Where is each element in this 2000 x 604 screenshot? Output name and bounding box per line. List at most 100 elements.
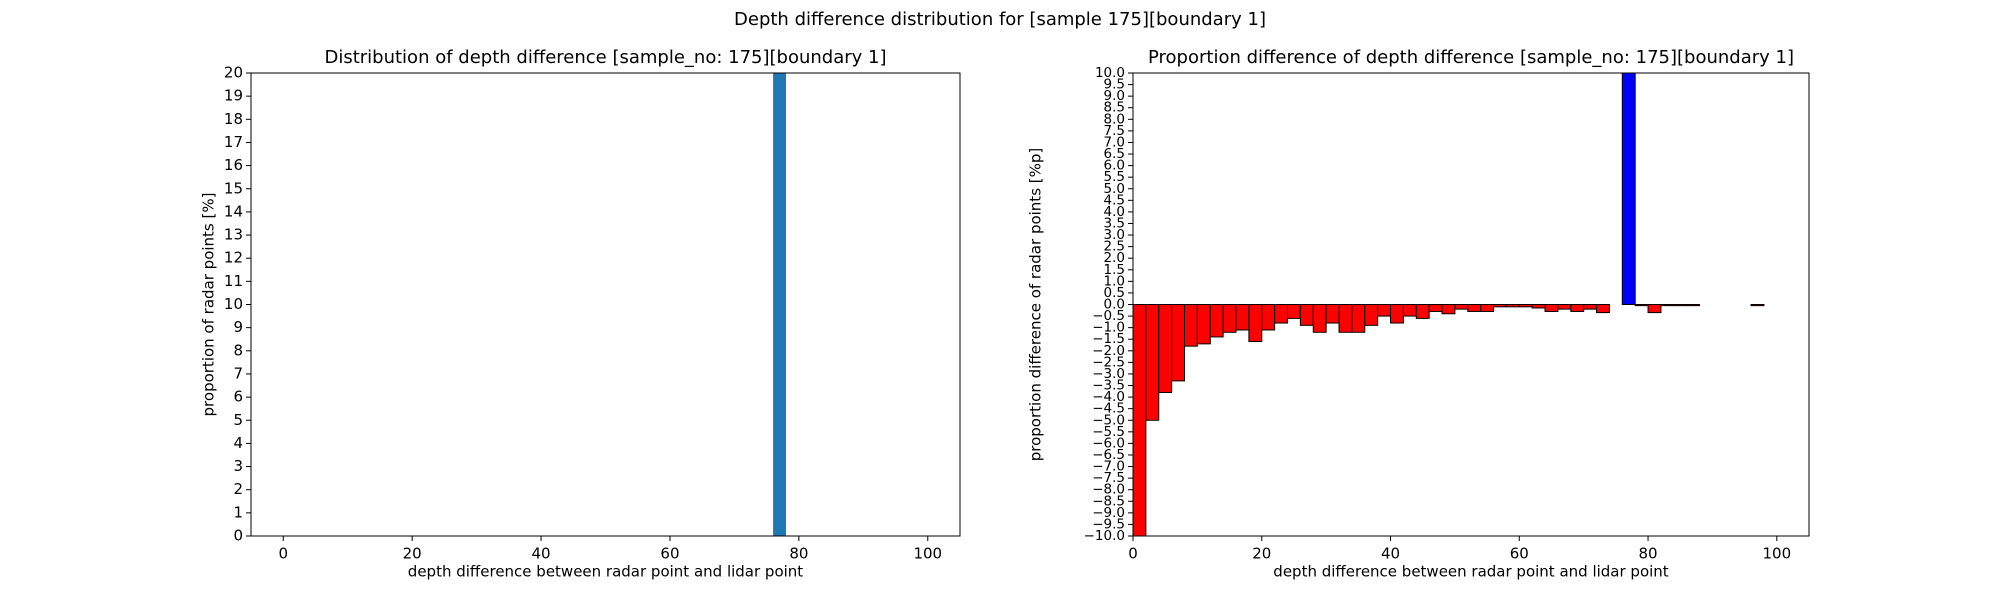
y-tick-label: 0.0 [1104, 297, 1125, 313]
x-tick-label: 80 [789, 545, 808, 563]
y-tick-label: 11 [224, 272, 243, 290]
bar [1505, 304, 1520, 308]
y-tick-label: −4.5 [1092, 401, 1125, 417]
y-tick-label: −3.0 [1092, 366, 1125, 382]
y-tick-label: 9 [233, 318, 243, 336]
y-tick-label: −8.5 [1092, 493, 1125, 509]
y-tick-label: 7 [233, 364, 243, 382]
bar [1480, 304, 1495, 312]
bar [1570, 304, 1585, 312]
bar [1518, 304, 1533, 308]
y-tick-label: 16 [224, 156, 243, 174]
subplot-title: Proportion difference of depth differenc… [1148, 47, 1794, 68]
x-axis-label: depth difference between radar point and… [1273, 563, 1669, 581]
y-axis-label: proportion of radar points [%] [200, 193, 218, 417]
bar [1402, 304, 1417, 317]
y-tick-label: 8.0 [1104, 111, 1125, 127]
y-tick-label: −7.5 [1092, 470, 1125, 486]
x-tick-label: 60 [1510, 545, 1529, 563]
figure-title: Depth difference distribution for [sampl… [734, 9, 1266, 30]
y-tick-label: 10 [224, 295, 243, 313]
bar [1351, 304, 1366, 333]
y-tick-label: −9.5 [1092, 516, 1125, 532]
bar [1287, 304, 1301, 319]
y-tick-label: −5.0 [1092, 412, 1125, 428]
y-tick-label: 10.0 [1095, 65, 1125, 81]
x-tick-label: 0 [278, 545, 288, 563]
y-tick-label: 4.5 [1104, 192, 1125, 208]
bar [773, 73, 786, 536]
y-tick-label: −1.5 [1092, 331, 1125, 347]
y-tick-label: 7.5 [1104, 123, 1125, 139]
x-tick-label: 20 [1252, 545, 1271, 563]
bar [1390, 304, 1404, 324]
y-tick-label: −7.0 [1092, 459, 1125, 475]
x-tick-label: 100 [1762, 545, 1791, 563]
bar [1261, 304, 1276, 331]
y-tick-label: −0.5 [1092, 308, 1125, 324]
x-tick-label: 100 [913, 545, 942, 563]
y-tick-label: 0.5 [1104, 285, 1125, 301]
y-tick-label: 12 [224, 249, 243, 267]
bar [1634, 304, 1649, 307]
y-tick-label: 8 [233, 341, 243, 359]
bars [773, 73, 786, 536]
bar [1235, 304, 1250, 331]
y-tick-label: 20 [224, 64, 243, 82]
bar [1377, 304, 1392, 317]
y-tick-label: 9.5 [1104, 77, 1125, 93]
bar [1209, 304, 1224, 338]
bar [1158, 304, 1173, 393]
subplot: −10.0−9.5−9.0−8.5−8.0−7.5−7.0−6.5−6.0−5.… [1027, 47, 1810, 581]
y-tick-label: 6.5 [1104, 146, 1125, 162]
bar [1750, 304, 1765, 307]
bar [1557, 304, 1572, 310]
bar [1133, 304, 1147, 536]
y-tick-label: 4.0 [1104, 204, 1125, 220]
y-tick-label: −6.0 [1092, 435, 1125, 451]
y-tick-label: 9.0 [1104, 88, 1125, 104]
y-tick-label: −3.5 [1092, 378, 1125, 394]
y-tick-label: 14 [224, 202, 243, 220]
y-tick-label: 7.0 [1104, 134, 1125, 150]
bar [1596, 304, 1610, 314]
bar [1171, 304, 1186, 382]
y-tick-label: −9.0 [1092, 505, 1125, 521]
x-tick-label: 60 [660, 545, 679, 563]
y-tick-label: 3.5 [1104, 215, 1125, 231]
y-tick-label: −8.0 [1092, 482, 1125, 498]
bar [1184, 304, 1198, 347]
bar [1222, 304, 1237, 333]
bar [1621, 73, 1636, 305]
y-tick-label: 8.5 [1104, 100, 1125, 116]
y-tick-label: 1 [233, 503, 243, 521]
y-tick-label: 3 [233, 457, 243, 475]
bar [1325, 304, 1340, 324]
y-tick-label: 1.0 [1104, 273, 1125, 289]
y-tick-label: 6 [233, 388, 243, 406]
x-tick-label: 40 [531, 545, 550, 563]
bar [1428, 304, 1443, 312]
y-tick-label: 15 [224, 179, 243, 197]
bar [1454, 304, 1469, 310]
bar [1467, 304, 1482, 312]
y-tick-label: 17 [224, 133, 243, 151]
axes-frame [250, 72, 961, 537]
bar [1145, 304, 1160, 421]
bar [1274, 304, 1289, 324]
y-tick-label: −5.5 [1092, 424, 1125, 440]
bar [1544, 304, 1559, 312]
y-tick-label: 2 [233, 480, 243, 498]
y-tick-label: 5.0 [1104, 181, 1125, 197]
y-tick-label: −1.0 [1092, 320, 1125, 336]
bar [1312, 304, 1327, 333]
x-tick-label: 0 [1128, 545, 1138, 563]
bar [1338, 304, 1353, 333]
y-tick-label: −6.5 [1092, 447, 1125, 463]
y-tick-label: 6.0 [1104, 158, 1125, 174]
x-tick-label: 20 [403, 545, 422, 563]
bar [1660, 304, 1675, 307]
